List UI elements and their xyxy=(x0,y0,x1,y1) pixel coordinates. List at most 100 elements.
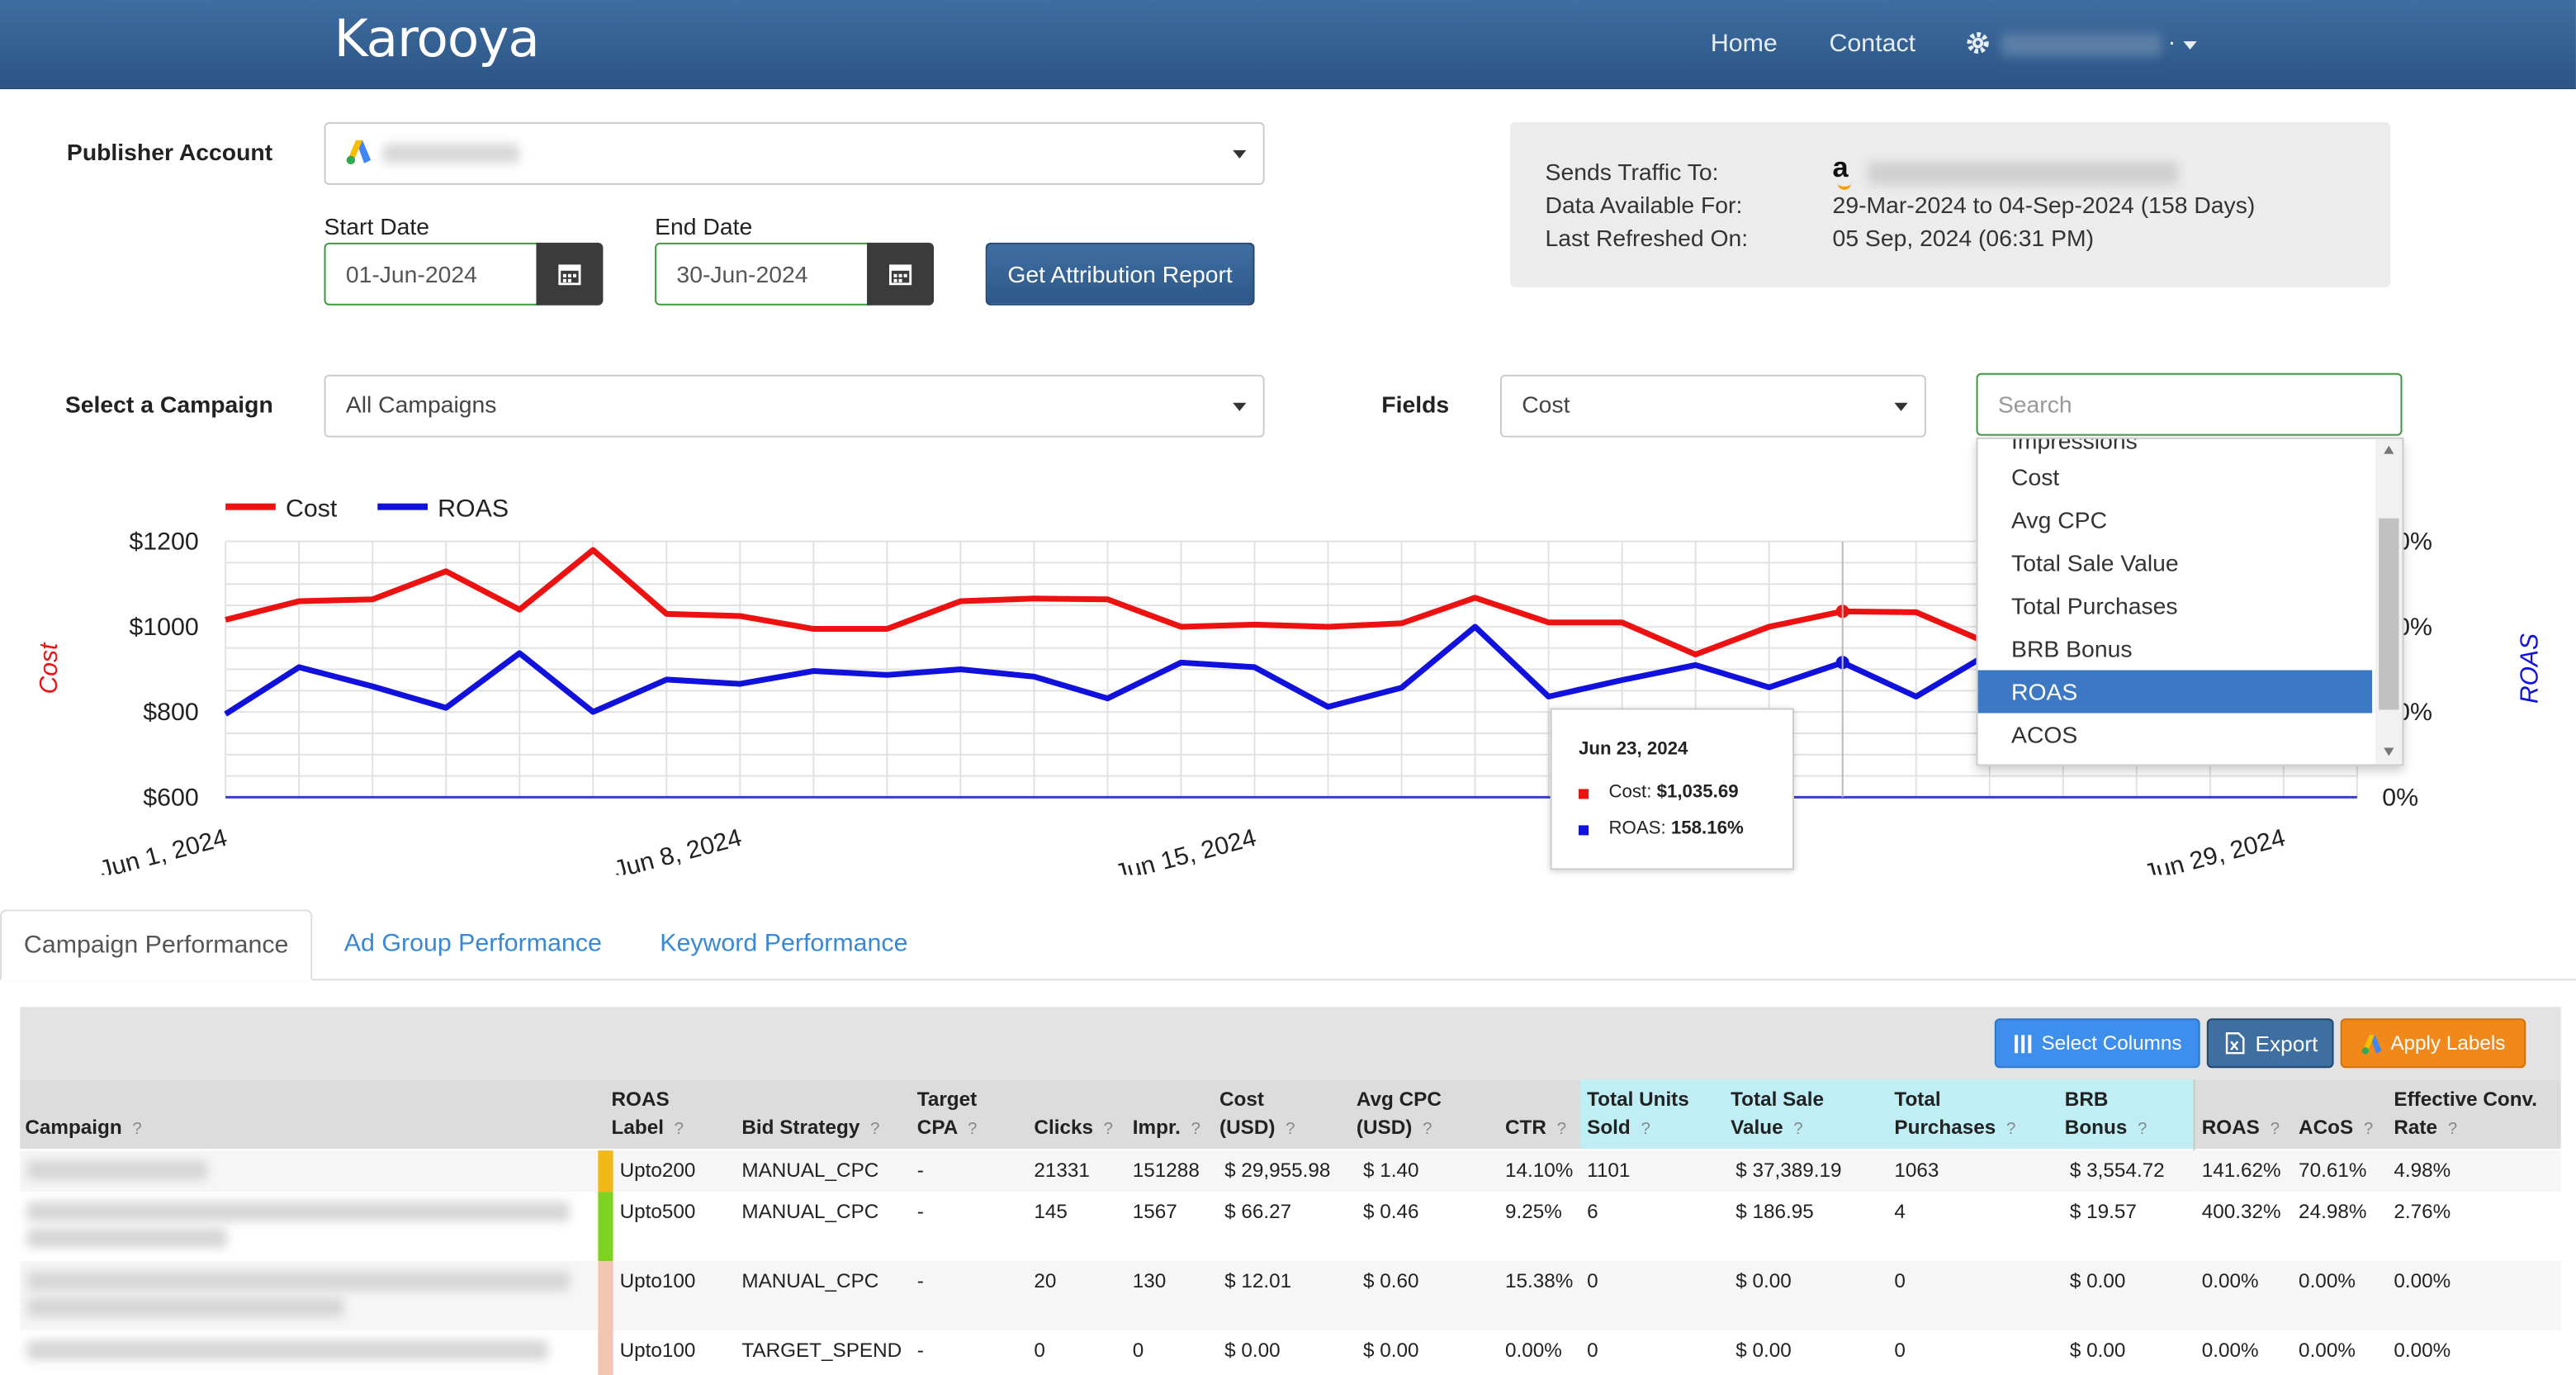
calendar-icon xyxy=(558,264,581,286)
cell-tcpa: - xyxy=(916,1200,924,1224)
cell-impr: 1567 xyxy=(1132,1200,1177,1224)
x-tick-label: Jun 8, 2024 xyxy=(611,824,745,875)
column-header-roas-label[interactable]: ROAS Label ? xyxy=(611,1088,684,1140)
export-label: Export xyxy=(2255,1031,2318,1057)
column-header-roas[interactable]: ROAS ? xyxy=(2201,1116,2280,1140)
column-header-ctr[interactable]: CTR ? xyxy=(1504,1116,1566,1140)
column-header-avg-cpc[interactable]: Avg CPC (USD) ? xyxy=(1356,1088,1442,1140)
dropdown-item-avg-cpc[interactable]: Avg CPC xyxy=(2011,506,2108,533)
select-columns-button[interactable]: Select Columns xyxy=(1994,1018,2200,1069)
data-available-label: Data Available For: xyxy=(1545,191,1743,218)
cell-sale: $ 0.00 xyxy=(1735,1339,1792,1363)
dropdown-item-impressions[interactable]: Impressions xyxy=(2011,437,2138,454)
campaign-name-cell[interactable] xyxy=(26,1340,548,1361)
cell-bid: TARGET_SPEND xyxy=(741,1339,902,1363)
cell-label: Upto100 xyxy=(619,1269,696,1293)
scroll-down-icon[interactable] xyxy=(2384,747,2394,756)
end-date-label: End Date xyxy=(655,212,753,239)
tab-keyword-performance[interactable]: Keyword Performance xyxy=(660,929,908,958)
cell-clicks: 0 xyxy=(1034,1339,1045,1363)
cell-sale: $ 0.00 xyxy=(1735,1269,1792,1293)
cell-impr: 151288 xyxy=(1132,1159,1200,1183)
roas-label-color-bar xyxy=(598,1150,613,1192)
table-row[interactable] xyxy=(20,1150,2561,1192)
campaign-name-cell[interactable] xyxy=(26,1228,228,1249)
column-header-units[interactable]: Total Units Sold ? xyxy=(1587,1088,1689,1140)
start-date-label: Start Date xyxy=(324,212,430,239)
brand-logo[interactable]: Karooya xyxy=(334,9,540,69)
column-header-acos[interactable]: ACoS ? xyxy=(2299,1116,2374,1140)
cell-cpc: $ 0.46 xyxy=(1363,1200,1419,1224)
tooltip-cost-marker xyxy=(1579,789,1589,799)
campaign-name-cell[interactable] xyxy=(26,1160,207,1181)
dropdown-item-total-sale-value[interactable]: Total Sale Value xyxy=(2011,549,2179,576)
column-header-campaign[interactable]: Campaign ? xyxy=(25,1116,142,1140)
cell-cost: $ 66.27 xyxy=(1224,1200,1292,1224)
roas-label-color-bar xyxy=(598,1330,613,1375)
column-header-cost[interactable]: Cost (USD) ? xyxy=(1219,1088,1295,1140)
cell-roas: 0.00% xyxy=(2201,1269,2259,1293)
user-menu-caret-icon[interactable] xyxy=(2183,40,2197,50)
cell-ctr: 9.25% xyxy=(1504,1200,1562,1224)
scroll-up-icon[interactable] xyxy=(2384,445,2394,454)
apply-labels-button[interactable]: Apply Labels xyxy=(2340,1018,2526,1069)
cell-conv: 0.00% xyxy=(2394,1269,2451,1293)
cell-bid: MANUAL_CPC xyxy=(741,1200,879,1224)
legend-roas-label[interactable]: ROAS xyxy=(438,495,509,523)
cell-acos: 0.00% xyxy=(2299,1269,2356,1293)
campaign-name-cell[interactable] xyxy=(26,1271,570,1292)
calendar-icon xyxy=(889,264,912,286)
amazon-icon: a xyxy=(1832,151,1849,183)
gear-icon[interactable] xyxy=(1964,30,1991,56)
publisher-account-name xyxy=(382,143,520,164)
column-header-impr[interactable]: Impr. ? xyxy=(1132,1116,1200,1140)
end-date-input[interactable]: 30-Jun-2024 xyxy=(655,242,869,306)
scrollbar-thumb[interactable] xyxy=(2379,518,2399,710)
get-attribution-report-button[interactable]: Get Attribution Report xyxy=(985,242,1255,306)
fields-search-input[interactable]: Search xyxy=(1976,372,2403,436)
user-menu-dot: . xyxy=(2168,22,2176,51)
cell-units: 6 xyxy=(1587,1200,1598,1224)
tooltip-roas-marker xyxy=(1579,825,1589,836)
user-account-name[interactable] xyxy=(2001,32,2162,56)
dropdown-item-brb-bonus[interactable]: BRB Bonus xyxy=(2011,635,2133,662)
dropdown-scrollbar[interactable] xyxy=(2375,439,2403,765)
dropdown-item-acos[interactable]: ACOS xyxy=(2011,721,2078,748)
cell-roas: 400.32% xyxy=(2201,1200,2281,1224)
nav-home-link[interactable]: Home xyxy=(1710,29,1778,58)
x-tick-label: Jun 29, 2024 xyxy=(2141,824,2288,875)
start-date-input[interactable]: 01-Jun-2024 xyxy=(324,242,538,306)
cell-sale: $ 186.95 xyxy=(1735,1200,1814,1224)
cell-acos: 70.61% xyxy=(2299,1159,2367,1183)
start-date-calendar-button[interactable] xyxy=(536,242,604,306)
roas-label-color-bar xyxy=(598,1192,613,1262)
legend-cost-label[interactable]: Cost xyxy=(286,495,338,523)
cell-label: Upto500 xyxy=(619,1200,696,1224)
campaign-select[interactable]: All Campaigns xyxy=(324,374,1265,438)
column-header-target-cpa[interactable]: Target CPA ? xyxy=(916,1088,978,1140)
dropdown-item-total-purchases[interactable]: Total Purchases xyxy=(2011,592,2178,619)
column-header-brb[interactable]: BRB Bonus ? xyxy=(2064,1088,2147,1140)
column-header-sale-value[interactable]: Total Sale Value ? xyxy=(1731,1088,1825,1140)
fields-select[interactable]: Cost xyxy=(1499,374,1926,438)
campaign-name-cell[interactable] xyxy=(26,1297,344,1318)
column-header-conv[interactable]: Effective Conv. Rate ? xyxy=(2394,1088,2538,1140)
publisher-account-label: Publisher Account xyxy=(66,138,273,165)
column-header-clicks[interactable]: Clicks ? xyxy=(1034,1116,1114,1140)
dropdown-item-cost[interactable]: Cost xyxy=(2011,463,2060,491)
tab-ad-group-performance[interactable]: Ad Group Performance xyxy=(343,929,602,958)
roas-label-color-bar xyxy=(598,1261,613,1331)
publisher-account-select[interactable] xyxy=(324,121,1265,185)
cell-roas: 141.62% xyxy=(2201,1159,2281,1183)
cell-clicks: 21331 xyxy=(1034,1159,1090,1183)
column-header-bid-strategy[interactable]: Bid Strategy ? xyxy=(741,1116,880,1140)
cell-acos: 0.00% xyxy=(2299,1339,2356,1363)
nav-contact-link[interactable]: Contact xyxy=(1829,29,1916,58)
campaign-name-cell[interactable] xyxy=(26,1202,570,1222)
chevron-down-icon xyxy=(1894,402,1908,411)
tab-campaign-performance[interactable]: Campaign Performance xyxy=(0,909,313,981)
export-button[interactable]: Export xyxy=(2206,1018,2334,1069)
column-header-purchases[interactable]: Total Purchases ? xyxy=(1894,1088,2016,1140)
dropdown-item-roas[interactable]: ROAS xyxy=(1977,670,2373,714)
end-date-calendar-button[interactable] xyxy=(867,242,935,306)
